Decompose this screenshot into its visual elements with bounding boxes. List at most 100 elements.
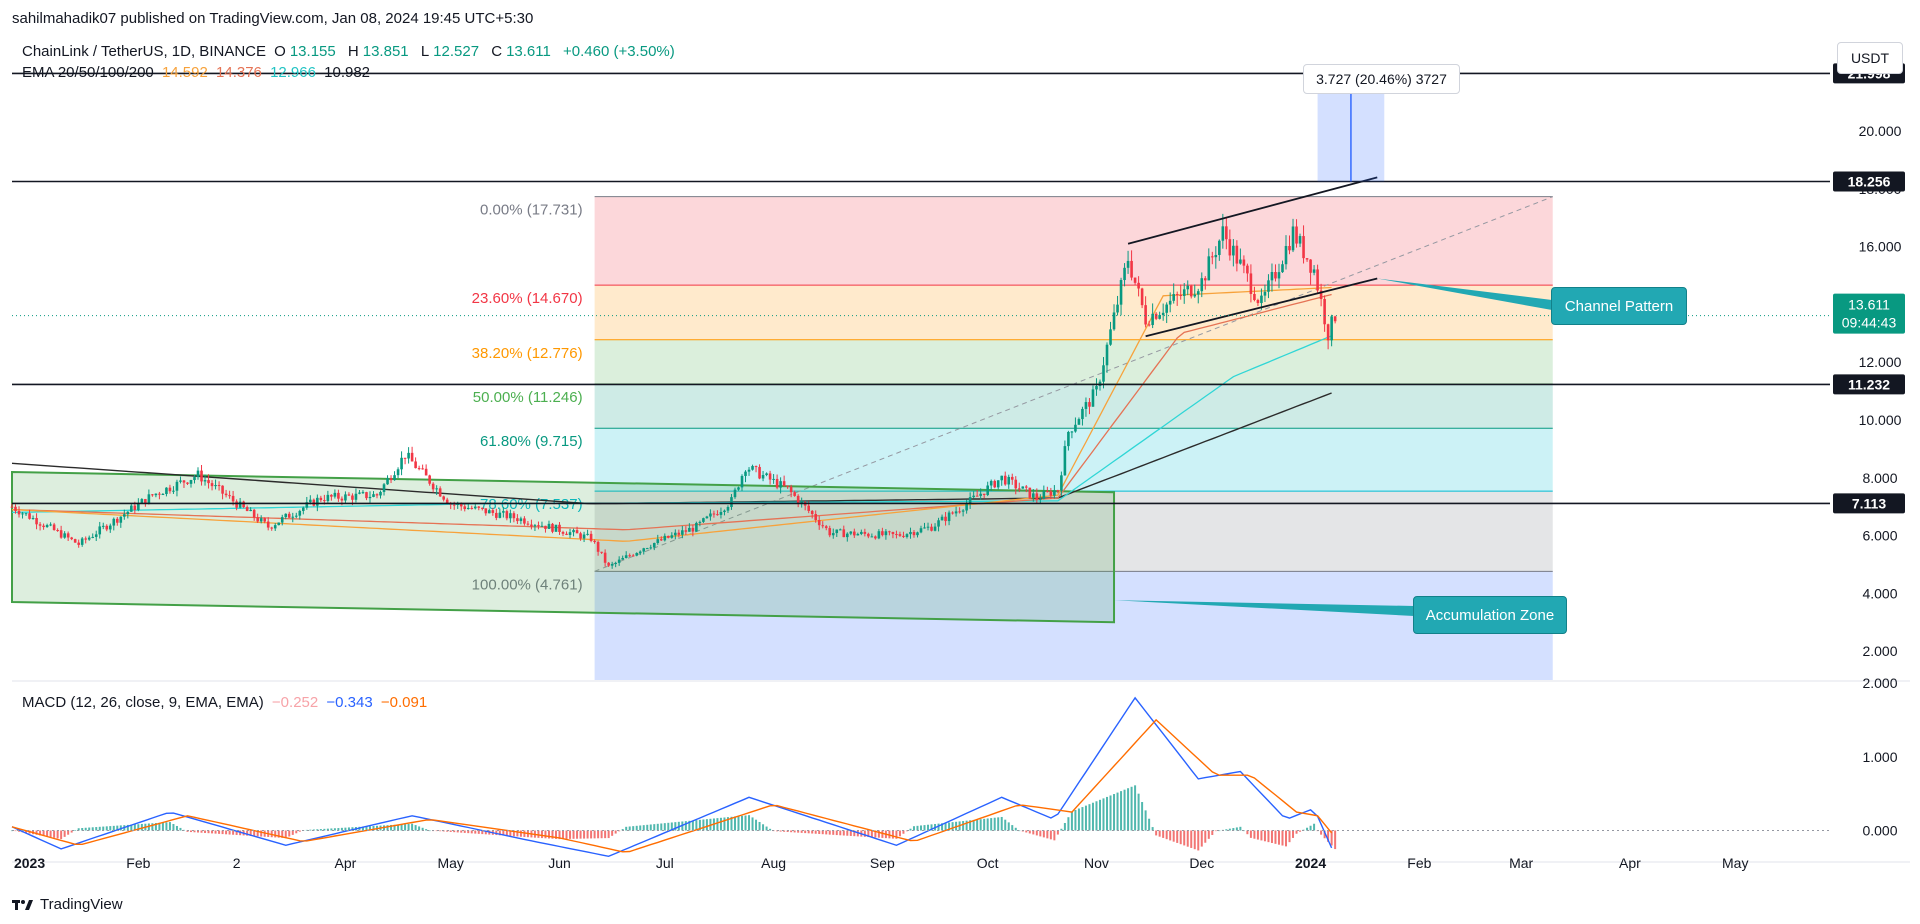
macd-histogram-bar: [839, 830, 842, 836]
macd-histogram-bar: [765, 826, 768, 831]
macd-histogram-bar: [702, 819, 705, 831]
current-price-label: 13.611: [1848, 297, 1890, 313]
level-badge-label: 7.113: [1852, 495, 1886, 511]
macd-histogram-bar: [807, 830, 810, 834]
macd-histogram-bar: [330, 828, 333, 831]
ema20-value: 14.592: [161, 64, 208, 81]
candle-body: [663, 535, 667, 541]
macd-histogram-bar: [1088, 804, 1091, 831]
candle-body: [382, 484, 386, 492]
candle-body: [1144, 305, 1147, 325]
candle-body: [403, 457, 407, 459]
candle-body: [1228, 239, 1232, 256]
macd-histogram-bar: [1306, 827, 1309, 831]
x-tick-label: Aug: [761, 855, 786, 871]
fib-level-label: 38.20% (12.776): [472, 345, 583, 362]
candle-body: [49, 524, 52, 526]
macd-histogram-bar: [1074, 809, 1077, 831]
candle-body: [1067, 431, 1070, 447]
candle-body: [45, 525, 49, 528]
candle-body: [600, 551, 603, 553]
macd-histogram-bar: [1120, 791, 1123, 831]
macd-histogram-bar: [1190, 830, 1193, 848]
macd-histogram-bar: [941, 823, 944, 831]
macd-histogram-bar: [769, 828, 772, 831]
x-tick-label: Feb: [1407, 855, 1431, 871]
candle-body: [807, 505, 810, 511]
candle-body: [1091, 389, 1095, 407]
candle-body: [126, 511, 130, 515]
macd-histogram-bar: [18, 830, 21, 832]
macd-histogram-bar: [309, 829, 312, 831]
macd-histogram-bar: [281, 830, 284, 838]
candle-body: [961, 510, 965, 512]
macd-histogram-bar: [449, 830, 452, 832]
macd-histogram-bar: [474, 830, 477, 834]
candle-body: [582, 534, 586, 539]
candle-body: [909, 531, 912, 535]
open-label: O: [274, 43, 286, 60]
candle-body: [130, 505, 133, 512]
candle-body: [1042, 491, 1046, 499]
macd-histogram-bar: [835, 830, 838, 836]
macd-line-value: −0.343: [326, 694, 373, 711]
candle-body: [294, 515, 298, 517]
candle-body: [1239, 259, 1242, 264]
candle-body: [831, 533, 835, 536]
candle-body: [1330, 316, 1333, 341]
candle-body: [845, 533, 849, 538]
candle-body: [354, 493, 358, 500]
candle-body: [284, 513, 288, 518]
candle-body: [101, 525, 105, 527]
candle-body: [24, 513, 28, 515]
published-byline: sahilmahadik07 published on TradingView.…: [12, 10, 534, 27]
candle-body: [316, 497, 319, 506]
candle-body: [793, 492, 796, 496]
macd-histogram-bar: [1004, 819, 1007, 831]
macd-histogram-bar: [249, 830, 252, 836]
macd-histogram-bar: [1327, 830, 1330, 842]
open-value: 13.155: [289, 43, 336, 60]
candle-body: [702, 518, 705, 522]
macd-histogram-bar: [698, 819, 701, 831]
macd-legend: MACD (12, 26, close, 9, EMA, EMA) −0.252…: [22, 694, 431, 711]
ema50-value: 14.376: [216, 64, 262, 81]
macd-histogram-bar: [716, 818, 719, 831]
macd-histogram-bar: [1060, 828, 1063, 831]
candle-body: [568, 532, 572, 535]
macd-histogram-bar: [832, 830, 835, 835]
macd-histogram-bar: [547, 830, 550, 839]
macd-histogram-bar: [1260, 830, 1263, 841]
candle-body: [400, 457, 403, 470]
candle-body: [249, 509, 252, 512]
macd-histogram-bar: [116, 825, 119, 831]
macd-histogram-bar: [140, 823, 143, 831]
candle-body: [635, 552, 639, 556]
candle-body: [66, 533, 70, 538]
macd-histogram-bar: [870, 830, 873, 838]
macd-histogram-bar: [1039, 830, 1042, 837]
y-tick-label: 4.000: [1862, 585, 1897, 601]
macd-histogram-bar: [730, 816, 733, 831]
macd-histogram-bar: [516, 830, 519, 837]
tradingview-logo-icon: [12, 898, 34, 912]
macd-histogram-bar: [1172, 830, 1175, 842]
candle-body: [28, 513, 31, 519]
macd-histogram-bar: [1165, 830, 1168, 840]
macd-signal-value: −0.091: [380, 694, 428, 711]
macd-histogram-bar: [446, 830, 449, 832]
candle-body: [1277, 272, 1281, 279]
countdown-label: 09:44:43: [1842, 315, 1897, 331]
macd-histogram-bar: [590, 830, 593, 839]
candle-body: [596, 542, 600, 552]
currency-button[interactable]: USDT: [1837, 42, 1903, 74]
candle-body: [870, 536, 874, 538]
candle-body: [287, 513, 291, 518]
macd-histogram-bar: [519, 830, 522, 837]
macd-histogram-bar: [1116, 792, 1119, 831]
tradingview-brand: TradingView: [12, 896, 123, 913]
candle-body: [1305, 258, 1309, 260]
candle-body: [951, 512, 954, 514]
candle-body: [1298, 236, 1302, 244]
